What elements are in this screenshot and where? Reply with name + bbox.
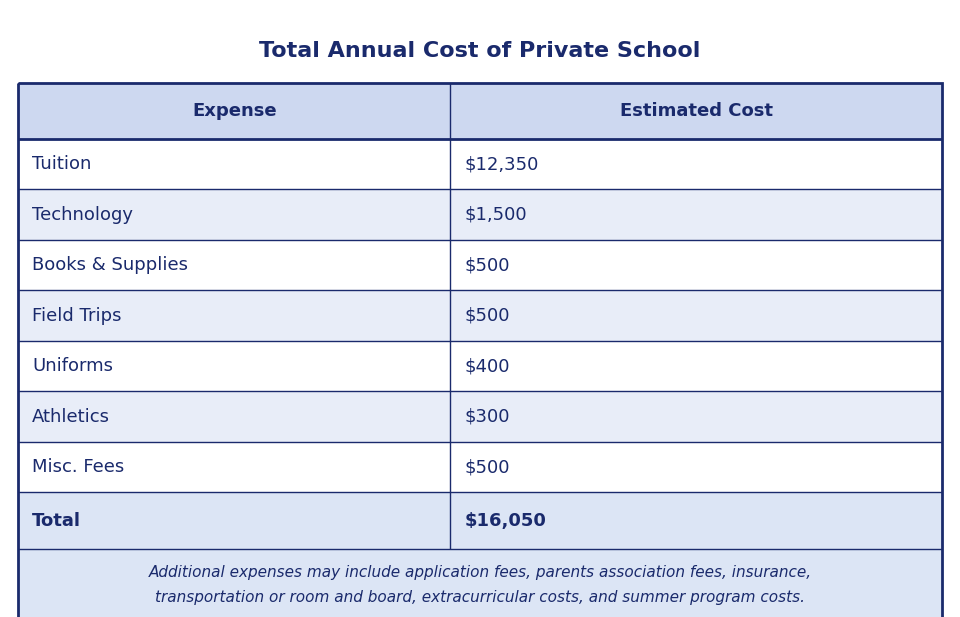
Bar	[450, 139, 942, 189]
Text: $500: $500	[465, 458, 510, 476]
Bar	[18, 492, 450, 549]
Text: Misc. Fees: Misc. Fees	[32, 458, 124, 476]
Bar	[450, 83, 942, 139]
Text: $500: $500	[465, 256, 510, 274]
Text: $1,500: $1,500	[465, 205, 527, 223]
Bar	[450, 442, 942, 492]
Text: Estimated Cost: Estimated Cost	[620, 102, 773, 120]
Bar	[18, 341, 450, 391]
Bar	[450, 189, 942, 240]
Bar	[450, 341, 942, 391]
Bar	[18, 291, 450, 341]
Text: Athletics: Athletics	[32, 408, 110, 426]
Bar	[18, 139, 450, 189]
Bar	[18, 83, 450, 139]
Bar	[450, 391, 942, 442]
Bar	[450, 240, 942, 291]
Text: $300: $300	[465, 408, 510, 426]
Text: Expense: Expense	[192, 102, 276, 120]
Text: Field Trips: Field Trips	[32, 307, 122, 325]
Bar	[450, 291, 942, 341]
Text: Total: Total	[32, 511, 81, 529]
Bar	[18, 240, 450, 291]
Bar	[450, 492, 942, 549]
Text: Total Annual Cost of Private School: Total Annual Cost of Private School	[259, 41, 701, 60]
Bar	[18, 83, 942, 617]
Text: Uniforms: Uniforms	[32, 357, 113, 375]
Text: $400: $400	[465, 357, 510, 375]
Bar	[18, 442, 450, 492]
Bar	[18, 391, 450, 442]
Bar	[18, 189, 450, 240]
Text: $16,050: $16,050	[465, 511, 546, 529]
Text: Tuition: Tuition	[32, 155, 91, 173]
Text: Books & Supplies: Books & Supplies	[32, 256, 188, 274]
Text: $12,350: $12,350	[465, 155, 539, 173]
Text: Technology: Technology	[32, 205, 133, 223]
Text: $500: $500	[465, 307, 510, 325]
Text: Additional expenses may include application fees, parents association fees, insu: Additional expenses may include applicat…	[149, 565, 811, 605]
Bar	[18, 549, 942, 617]
